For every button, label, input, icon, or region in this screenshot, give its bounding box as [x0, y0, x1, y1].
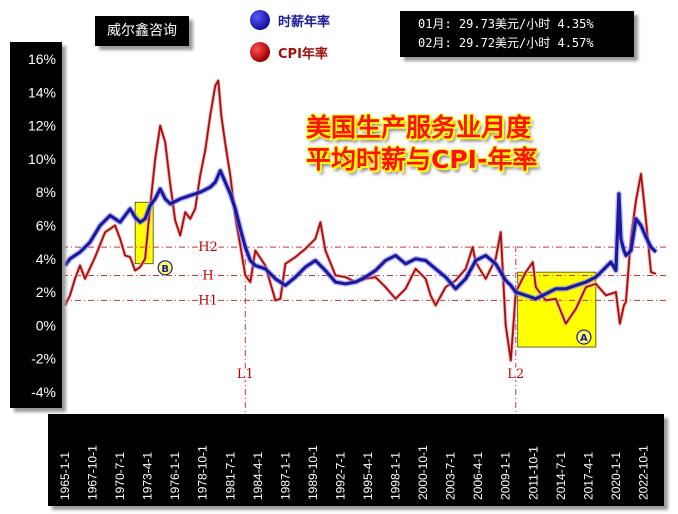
y-axis-panel: [10, 42, 62, 408]
latest-values-box: 01月: 29.73美元/小时 4.35% 02月: 29.72美元/小时 4.…: [400, 11, 634, 57]
reference-label-h2: H2: [198, 240, 218, 255]
series-wage-line: [63, 169, 658, 301]
chart-title-line-2: 平均时薪与CPI-年率: [306, 145, 538, 174]
series-lines: [62, 78, 659, 363]
vertical-label-l1: L1: [237, 367, 254, 382]
series-cpi-line: [64, 79, 657, 362]
vertical-label-l2: L2: [507, 367, 524, 382]
info-line-2: 02月: 29.72美元/小时 4.57%: [418, 36, 594, 50]
reference-lines: H2 H H1: [62, 238, 668, 310]
x-axis-panel: [48, 414, 664, 506]
reference-label-h: H: [202, 268, 213, 283]
info-line-1: 01月: 29.73美元/小时 4.35%: [418, 17, 594, 31]
legend-wage: 时薪年率: [250, 10, 330, 30]
cpi-legend-icon: [250, 42, 270, 62]
reference-label-h1: H1: [198, 293, 218, 308]
brand-label: 威尔鑫咨询: [95, 16, 189, 46]
wage-legend-icon: [250, 10, 270, 30]
zone-badge-b: [157, 260, 173, 276]
chart-title-line-1: 美国生产服务业月度: [306, 113, 532, 142]
legend-wage-label: 时薪年率: [278, 14, 331, 30]
legend-cpi-label: CPI年率: [278, 46, 328, 62]
zone-badge-label-a: A: [580, 333, 588, 344]
legend-cpi: CPI年率: [250, 42, 328, 62]
zone-badge-label-b: B: [161, 264, 169, 275]
zone-badge-a: [576, 329, 592, 345]
